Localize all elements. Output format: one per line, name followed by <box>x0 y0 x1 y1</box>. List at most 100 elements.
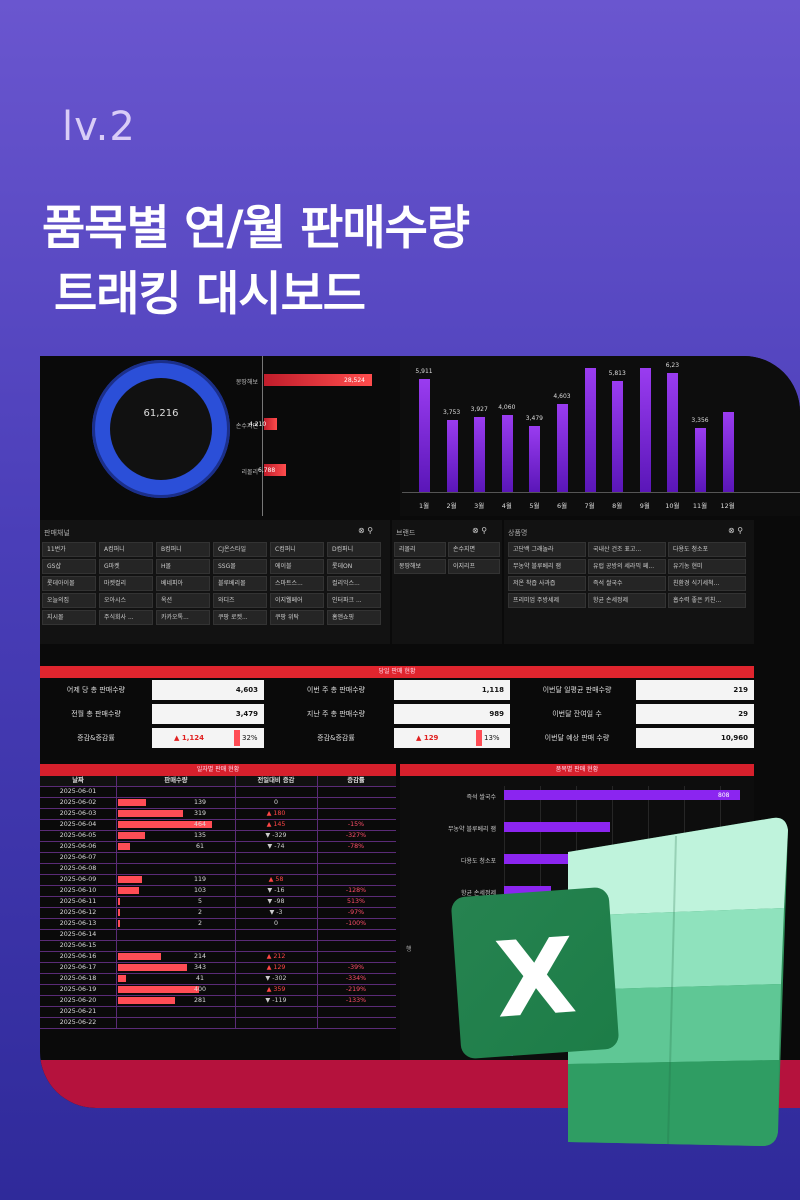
kpi-value: 1,118 <box>394 680 510 700</box>
table-cell-qty: 281 <box>193 997 207 1004</box>
table-cell-date: 2025-06-15 <box>59 942 97 949</box>
slicer-chip[interactable]: 프리미엄 주방세제 <box>508 593 586 608</box>
slicer-chip[interactable]: 손수지면 <box>448 542 500 557</box>
slicer-chip[interactable]: 11번가 <box>42 542 96 557</box>
brand-bar-label: 몽땅해보 <box>235 379 258 386</box>
slicer-chip[interactable]: 지시몰 <box>42 610 96 625</box>
product-bar-value: 808 <box>718 792 730 799</box>
table-cell-diff: ▼ -302 <box>265 975 287 982</box>
table-row: 2025-06-04 464 ▲ 145 -15% <box>40 820 396 831</box>
level-label: lv.2 <box>62 104 136 150</box>
kpi-value: 10,960 <box>636 728 754 748</box>
table-cell-diff: ▼ -119 <box>265 997 287 1004</box>
month-bar-value: 3,479 <box>525 415 543 422</box>
table-row: 2025-06-22 <box>40 1018 396 1029</box>
slicer-chip[interactable]: C컴퍼니 <box>270 542 324 557</box>
table-cell-diff: ▲ 129 <box>266 964 286 971</box>
slicer-chip[interactable]: 롯데아이몰 <box>42 576 96 591</box>
product-bar <box>504 822 610 832</box>
slicer-chip[interactable]: 무농약 블루베리 잼 <box>508 559 586 574</box>
slicer-chip[interactable]: 이지리프 <box>448 559 500 574</box>
slicer-chip[interactable]: G마켓 <box>99 559 153 574</box>
table-cell-rate: -327% <box>345 832 367 839</box>
product-bar <box>504 886 551 896</box>
slicer-chip[interactable]: 스마트스... <box>270 576 324 591</box>
slicer-chip[interactable]: H몰 <box>156 559 210 574</box>
kpi-rate-bar <box>234 730 240 746</box>
kpi-label: 증감&증감률 <box>77 734 115 742</box>
slicer-chip[interactable]: 주식회사 ... <box>99 610 153 625</box>
kpi-value: 219 <box>636 680 754 700</box>
slicer-chip[interactable]: 인터파크 ... <box>327 593 381 608</box>
slicer-chip[interactable]: 흡수력 좋은 키친... <box>668 593 746 608</box>
filter-clear-icon[interactable]: ⊗ ⚲ <box>728 526 744 535</box>
table-cell-date: 2025-06-10 <box>59 887 97 894</box>
table-column-header: 날짜 <box>72 777 84 784</box>
table-row: 2025-06-16 214 ▲ 212 <box>40 952 396 963</box>
product-axis-label: 행 <box>406 946 412 953</box>
table-cell-diff: 0 <box>273 920 278 927</box>
slicer-chip[interactable]: 친환경 식기세척... <box>668 576 746 591</box>
slicer-chip[interactable]: 리몰리 <box>394 542 446 557</box>
table-cell-rate: -15% <box>347 821 365 828</box>
table-cell-date: 2025-06-13 <box>59 920 97 927</box>
slicer-chip[interactable]: 항균 손세정제 <box>588 593 666 608</box>
slicer-chip[interactable]: GS샵 <box>42 559 96 574</box>
table-column-divider <box>116 776 117 1029</box>
month-bar <box>557 404 568 492</box>
slicer-chip[interactable]: 베네피아 <box>156 576 210 591</box>
filter-clear-icon[interactable]: ⊗ ⚲ <box>472 526 488 535</box>
table-cell-date: 2025-06-11 <box>59 898 97 905</box>
table-cell-qty: 319 <box>193 810 207 817</box>
table-column-divider <box>317 776 318 1029</box>
table-cell-diff: ▲ 180 <box>266 810 286 817</box>
slicer-chip[interactable]: 블루베리몰 <box>213 576 267 591</box>
slicer-chip[interactable]: 이지웰페어 <box>270 593 324 608</box>
kpi-value: 3,479 <box>152 704 264 724</box>
table-qty-bar <box>118 986 199 993</box>
table-cell-diff: ▼ -329 <box>265 832 287 839</box>
table-cell-qty: 41 <box>195 975 204 982</box>
kpi-rate-bar <box>476 730 482 746</box>
month-bar-value: 3,927 <box>470 406 488 413</box>
slicer-chip[interactable]: CJ온스타일 <box>213 542 267 557</box>
filter-clear-icon[interactable]: ⊗ ⚲ <box>358 526 374 535</box>
slicer-chip[interactable]: 오늘의집 <box>42 593 96 608</box>
slicer-chip[interactable]: 국내산 건조 표고... <box>588 542 666 557</box>
kpi-change-box: ▲ 1,124 32% <box>152 728 264 748</box>
slicer-chip[interactable]: 저온 착즙 사과즙 <box>508 576 586 591</box>
slicer-chip[interactable]: 유기농 현미 <box>668 559 746 574</box>
table-cell-date: 2025-06-01 <box>59 788 97 795</box>
table-row: 2025-06-20 281 ▼ -119 -133% <box>40 996 396 1007</box>
slicer-chip[interactable]: 쿠팡 위탁 <box>270 610 324 625</box>
slicer-chip[interactable]: D컴퍼니 <box>327 542 381 557</box>
slicer-chip[interactable]: 에이블 <box>270 559 324 574</box>
slicer-chip[interactable]: 고단백 그래놀라 <box>508 542 586 557</box>
slicer-chip[interactable]: 즉석 쌀국수 <box>588 576 666 591</box>
slicer-chip[interactable]: 카카오톡... <box>156 610 210 625</box>
table-row: 2025-06-08 <box>40 864 396 875</box>
table-cell-qty: 2 <box>197 909 202 916</box>
slicer-chip[interactable]: 와디즈 <box>213 593 267 608</box>
slicer-chip[interactable]: 홈앤쇼핑 <box>327 610 381 625</box>
product-bar-label: 무농약 블루베리 잼 <box>448 826 496 833</box>
product-slicer: 상품명 ⊗ ⚲ 고단백 그래놀라 국내산 건조 표고... 다용도 청소포 무농약 블… <box>504 520 754 644</box>
slicer-chip[interactable]: A컴퍼니 <box>99 542 153 557</box>
table-row: 2025-06-15 <box>40 941 396 952</box>
month-label: 4월 <box>501 502 512 510</box>
table-qty-bar <box>118 799 146 806</box>
slicer-chip[interactable]: 다용도 청소포 <box>668 542 746 557</box>
table-cell-rate: -39% <box>347 964 365 971</box>
slicer-chip[interactable]: SSG몰 <box>213 559 267 574</box>
slicer-chip[interactable]: 유럽 공방의 세라믹 페... <box>588 559 666 574</box>
slicer-chip[interactable]: B컴퍼니 <box>156 542 210 557</box>
title-line-1: 품목별 연/월 판매수량 <box>42 201 470 256</box>
slicer-chip[interactable]: 옥션 <box>156 593 210 608</box>
slicer-chip[interactable]: 컬리익스... <box>327 576 381 591</box>
slicer-chip[interactable]: 쿠팡 로켓... <box>213 610 267 625</box>
slicer-chip[interactable]: 몽땅해보 <box>394 559 446 574</box>
slicer-chip[interactable]: 오아시스 <box>99 593 153 608</box>
slicer-chip[interactable]: 마켓컬리 <box>99 576 153 591</box>
month-bar-value: 3,753 <box>443 409 461 416</box>
slicer-chip[interactable]: 롯데ON <box>327 559 381 574</box>
